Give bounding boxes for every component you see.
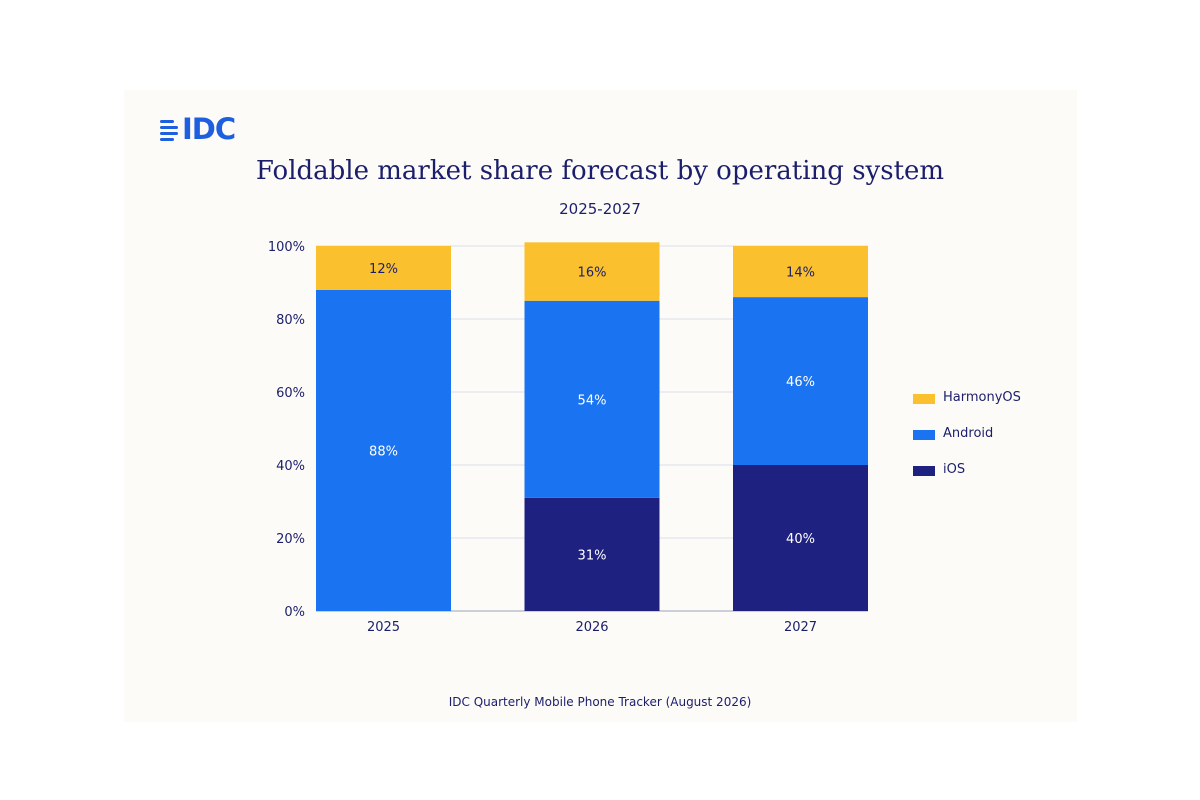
x-tick-label: 2025 bbox=[367, 620, 400, 635]
y-tick-label: 80% bbox=[276, 313, 305, 328]
legend-label: Android bbox=[943, 426, 994, 441]
y-tick-label: 60% bbox=[276, 386, 305, 401]
idc-logo-text: IDC bbox=[182, 112, 236, 146]
bar-harmonyos-2027 bbox=[733, 246, 868, 298]
bar-harmonyos-2026 bbox=[524, 242, 660, 301]
source-note: IDC Quarterly Mobile Phone Tracker (Augu… bbox=[448, 695, 752, 709]
y-tick-label: 20% bbox=[276, 532, 305, 547]
legend-swatch bbox=[913, 466, 935, 476]
legend-label: HarmonyOS bbox=[943, 390, 1021, 405]
y-tick-label: 100% bbox=[268, 240, 305, 255]
bar-android-2027 bbox=[733, 297, 868, 465]
bar-android-2026 bbox=[524, 300, 660, 498]
data-label: 31% bbox=[578, 548, 607, 563]
bar-harmonyos-2025 bbox=[316, 246, 451, 290]
bar-android-2025 bbox=[316, 289, 451, 611]
data-label: 16% bbox=[578, 266, 607, 281]
data-label: 12% bbox=[369, 262, 398, 277]
data-label: 54% bbox=[578, 393, 607, 408]
bar-ios-2026 bbox=[524, 497, 660, 611]
y-tick-label: 40% bbox=[276, 459, 305, 474]
data-label: 14% bbox=[786, 266, 815, 281]
data-label: 40% bbox=[786, 532, 815, 547]
legend-label: iOS bbox=[943, 462, 966, 477]
chart-subtitle: 2025-2027 bbox=[559, 200, 641, 218]
idc-logo-icon bbox=[160, 120, 178, 141]
y-tick-label: 0% bbox=[284, 605, 305, 620]
bar-ios-2027 bbox=[733, 465, 868, 611]
x-tick-label: 2027 bbox=[784, 620, 817, 635]
legend-swatch bbox=[913, 430, 935, 440]
x-tick-label: 2026 bbox=[575, 620, 608, 635]
chart-title: Foldable market share forecast by operat… bbox=[255, 156, 945, 186]
data-label: 88% bbox=[369, 444, 398, 459]
legend-swatch bbox=[913, 394, 935, 404]
data-label: 46% bbox=[786, 375, 815, 390]
